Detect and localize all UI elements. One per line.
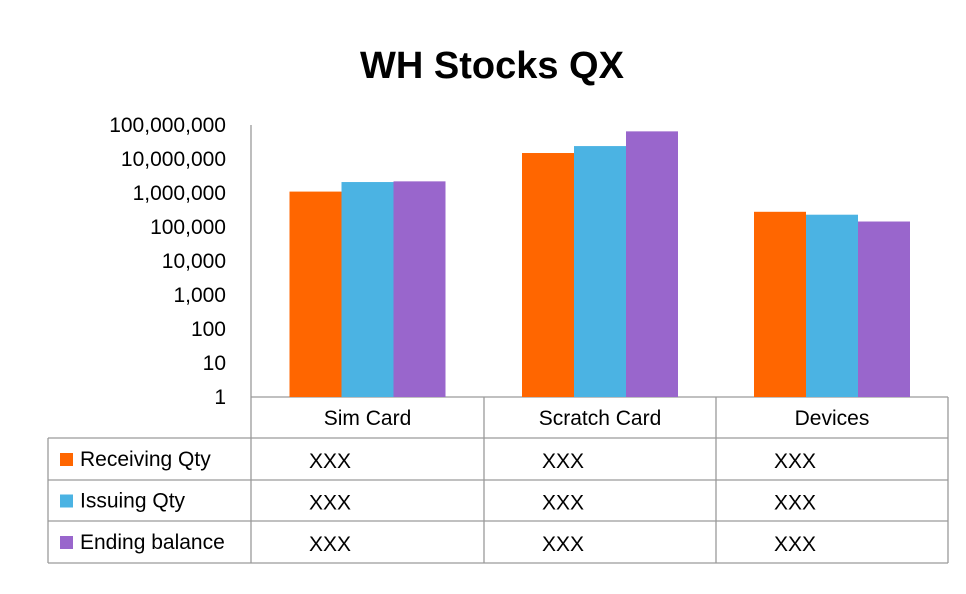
category-label: Scratch Card bbox=[539, 407, 662, 430]
table-cell: XXX bbox=[774, 492, 816, 515]
bar bbox=[289, 191, 342, 397]
table-cell: XXX bbox=[774, 450, 816, 473]
chart-title: WH Stocks QX bbox=[360, 45, 625, 87]
table-cell: XXX bbox=[542, 492, 584, 515]
bar bbox=[626, 131, 678, 397]
y-tick-label: 100,000,000 bbox=[109, 114, 226, 137]
y-tick-label: 10,000,000 bbox=[121, 148, 226, 171]
legend-label: Receiving Qty bbox=[80, 448, 211, 471]
legend-label: Ending balance bbox=[80, 531, 225, 554]
legend-swatch bbox=[60, 453, 73, 466]
legend-rows: Receiving Qty Issuing Qty Ending balance bbox=[60, 448, 225, 554]
y-tick-label: 1 bbox=[214, 386, 226, 409]
category-label: Devices bbox=[795, 407, 870, 430]
bars bbox=[289, 131, 910, 397]
bar bbox=[522, 153, 574, 397]
y-tick-label: 1,000 bbox=[173, 284, 226, 307]
data-table-cells: XXX XXX XXX XXX XXX XXX XXX XXX XXX bbox=[309, 450, 816, 556]
y-tick-label: 100,000 bbox=[150, 216, 226, 239]
legend-swatch bbox=[60, 494, 73, 508]
y-tick-label: 100 bbox=[191, 318, 226, 341]
table-cell: XXX bbox=[774, 533, 816, 556]
table-cell: XXX bbox=[309, 492, 351, 515]
category-labels: Sim Card Scratch Card Devices bbox=[324, 407, 870, 430]
y-tick-label: 10 bbox=[203, 352, 226, 375]
category-label: Sim Card bbox=[324, 407, 412, 430]
legend-swatch bbox=[60, 536, 73, 549]
legend-label: Issuing Qty bbox=[80, 490, 186, 513]
table-cell: XXX bbox=[309, 450, 351, 473]
table-cell: XXX bbox=[542, 450, 584, 473]
bar bbox=[341, 182, 394, 397]
bar bbox=[806, 214, 858, 397]
bar bbox=[858, 221, 910, 397]
y-tick-label: 10,000 bbox=[162, 250, 226, 273]
bar bbox=[754, 211, 806, 397]
table-cell: XXX bbox=[309, 533, 351, 556]
y-axis-ticks: 1 10 100 1,000 10,000 100,000 1,000,000 10,000,… bbox=[109, 114, 226, 409]
bar bbox=[574, 146, 626, 397]
bar bbox=[393, 181, 446, 397]
table-cell: XXX bbox=[542, 533, 584, 556]
y-tick-label: 1,000,000 bbox=[133, 182, 226, 205]
